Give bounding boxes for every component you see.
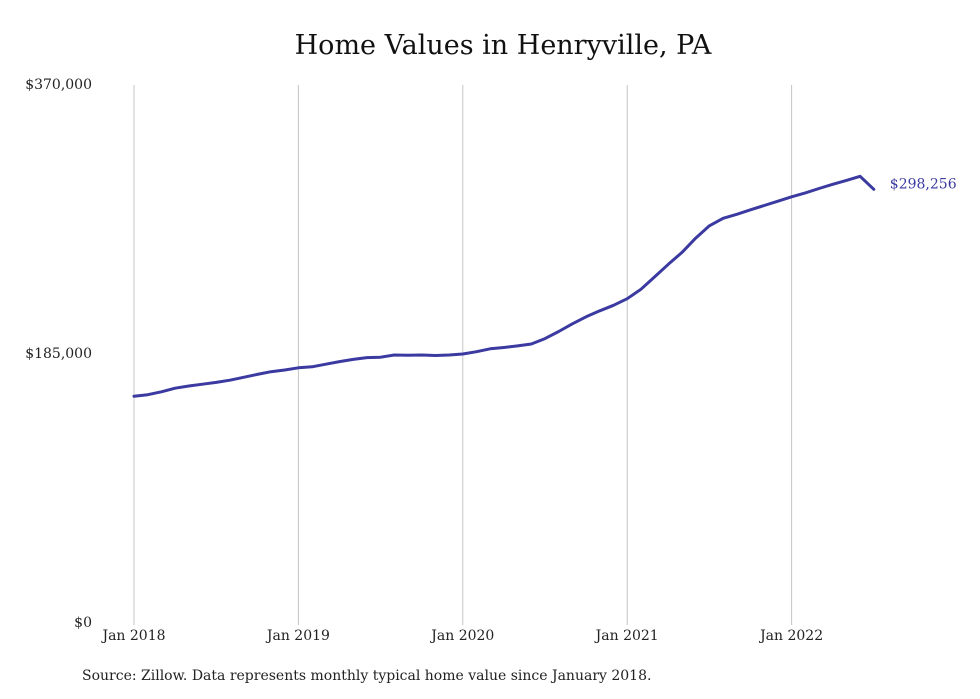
- x-tick-label: Jan 2020: [429, 628, 494, 644]
- y-tick-label: $185,000: [25, 346, 92, 362]
- x-axis-ticks: Jan 2018 Jan 2019 Jan 2020 Jan 2021 Jan 2022: [100, 628, 823, 644]
- latest-value-label: $298,256: [890, 176, 957, 192]
- x-tick-label: Jan 2019: [265, 628, 330, 644]
- y-axis-ticks: $0 $185,000 $370,000: [25, 77, 92, 631]
- y-tick-label: $370,000: [25, 77, 92, 93]
- x-tick-label: Jan 2022: [758, 628, 823, 644]
- x-tick-label: Jan 2021: [594, 628, 659, 644]
- home-value-line: [132, 174, 876, 398]
- x-tick-label: Jan 2018: [100, 628, 165, 644]
- chart-title: Home Values in Henryville, PA: [294, 30, 712, 61]
- y-tick-label: $0: [74, 615, 92, 631]
- source-note: Source: Zillow. Data represents monthly …: [82, 668, 652, 684]
